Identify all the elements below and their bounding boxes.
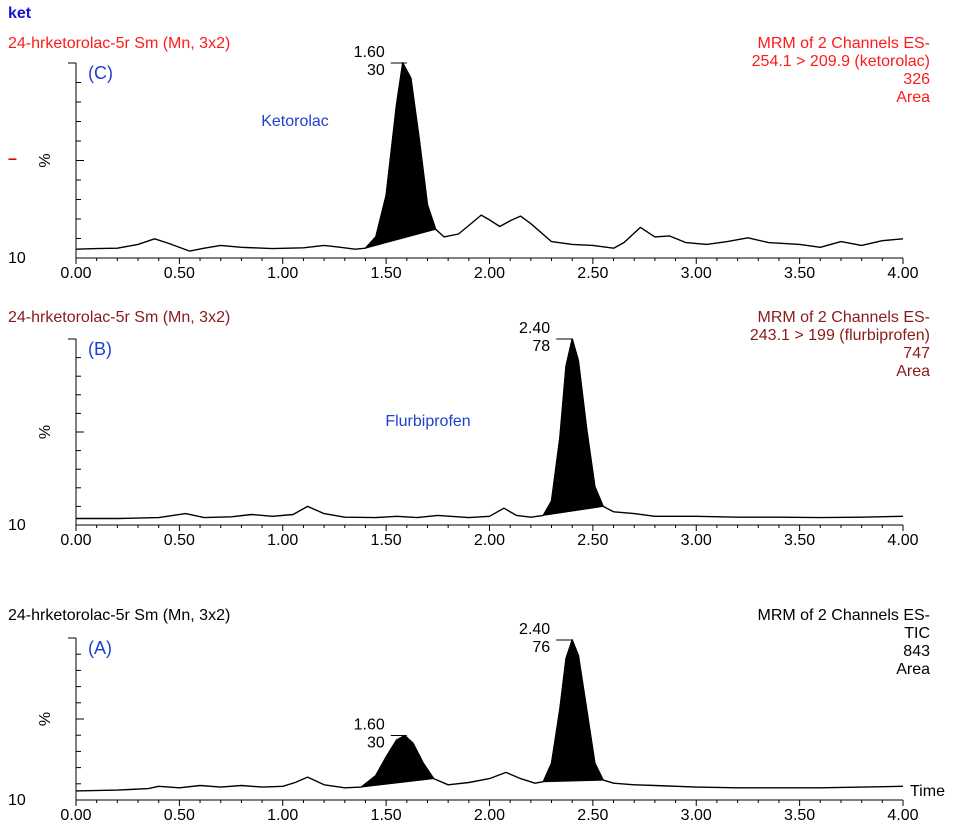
panel-2-x-tick-label: 1.50 [371, 807, 402, 824]
panel-1-x-tick-label: 2.50 [577, 532, 608, 549]
panel-0-compound-annotation: Ketorolac [261, 113, 329, 130]
panel-2-x-tick-label: 4.00 [887, 807, 918, 824]
panel-1-panel-label: (B) [88, 339, 112, 359]
panel-2-panel-label: (A) [88, 638, 112, 658]
panel-2-peak-height-label: 76 [532, 639, 550, 656]
panel-0-x-tick-label: 1.00 [267, 265, 298, 282]
panel-0-peak-rt-label: 1.60 [354, 44, 385, 61]
panel-1-x-tick-label: 3.00 [681, 532, 712, 549]
panel-0-info-line: 326 [903, 71, 930, 88]
panel-0-peak-height-label: 30 [367, 62, 385, 79]
panel-1-peak-height-label: 78 [532, 338, 550, 355]
panel-1-info-line: 243.1 > 199 (flurbiprofen) [750, 327, 930, 344]
panel-0-info-line: MRM of 2 Channels ES- [757, 35, 930, 52]
panel-0-sample-label: 24-hrketorolac-5r Sm (Mn, 3x2) [8, 35, 230, 52]
panel-2-x-tick-label: 0.00 [60, 807, 91, 824]
panel-2-x-tick-label: 1.00 [267, 807, 298, 824]
panel-0-x-tick-label: 0.50 [164, 265, 195, 282]
panel-2-x-tick-label: 3.50 [784, 807, 815, 824]
panel-0-panel-label: (C) [88, 63, 113, 83]
panel-0-x-tick-label: 4.00 [887, 265, 918, 282]
panel-2-x-label: Time [910, 783, 945, 800]
panel-2-x-tick-label: 2.50 [577, 807, 608, 824]
panel-1-trace [76, 338, 904, 520]
panel-0-x-tick-label: 1.50 [371, 265, 402, 282]
panel-0-trace [75, 62, 904, 252]
panel-2-peak-rt-label: 2.40 [519, 621, 550, 638]
panel-2-y-label: % [37, 712, 54, 726]
panel-1-x-tick-label: 1.00 [267, 532, 298, 549]
panel-1-x-tick-label: 0.50 [164, 532, 195, 549]
panel-2-info-line: Area [896, 661, 930, 678]
panel-0-x-tick-label: 3.50 [784, 265, 815, 282]
panel-2-x-tick-label: 3.00 [681, 807, 712, 824]
panel-0-x-tick-label: 0.00 [60, 265, 91, 282]
panel-1-x-tick-label: 3.50 [784, 532, 815, 549]
panel-0-x-tick-label: 2.50 [577, 265, 608, 282]
panel-1-y-min-label: 10 [8, 517, 26, 534]
panel-2-x-tick-label: 0.50 [164, 807, 195, 824]
panel-0-info-line: 254.1 > 209.9 (ketorolac) [752, 53, 930, 70]
panel-1-x-tick-label: 4.00 [887, 532, 918, 549]
panel-2-info-line: TIC [904, 625, 930, 642]
panel-0-y-min-label: 10 [8, 250, 26, 267]
panel-2-info-line: MRM of 2 Channels ES- [757, 607, 930, 624]
panel-2-info-line: 843 [903, 643, 930, 660]
panel-1-info-line: MRM of 2 Channels ES- [757, 309, 930, 326]
panel-1-x-tick-label: 1.50 [371, 532, 402, 549]
panel-1-y-label: % [37, 425, 54, 439]
panel-2-trace [75, 639, 904, 792]
panel-2-x-tick-label: 2.00 [474, 807, 505, 824]
panel-1-x-tick-label: 2.00 [474, 532, 505, 549]
panel-0-peak-area [363, 61, 437, 250]
panel-2-peak-height-label: 30 [367, 734, 385, 751]
panel-0-side-marker: – [8, 151, 17, 168]
panel-2-peak-rt-label: 1.60 [354, 716, 385, 733]
panel-1-info-line: Area [896, 363, 930, 380]
panel-1-peak-area [542, 338, 604, 517]
panel-2-y-min-label: 10 [8, 792, 26, 809]
panel-1-x-tick-label: 0.00 [60, 532, 91, 549]
panel-1-peak-rt-label: 2.40 [519, 320, 550, 337]
panel-0-x-tick-label: 2.00 [474, 265, 505, 282]
panel-0-info-line: Area [896, 89, 930, 106]
panel-1-info-line: 747 [903, 345, 930, 362]
panel-0-x-tick-label: 3.00 [681, 265, 712, 282]
panel-1-compound-annotation: Flurbiprofen [385, 413, 470, 430]
panel-1-sample-label: 24-hrketorolac-5r Sm (Mn, 3x2) [8, 309, 230, 326]
panel-2-sample-label: 24-hrketorolac-5r Sm (Mn, 3x2) [8, 607, 230, 624]
figure-title: ket [8, 5, 32, 22]
panel-0-y-label: % [37, 153, 54, 167]
